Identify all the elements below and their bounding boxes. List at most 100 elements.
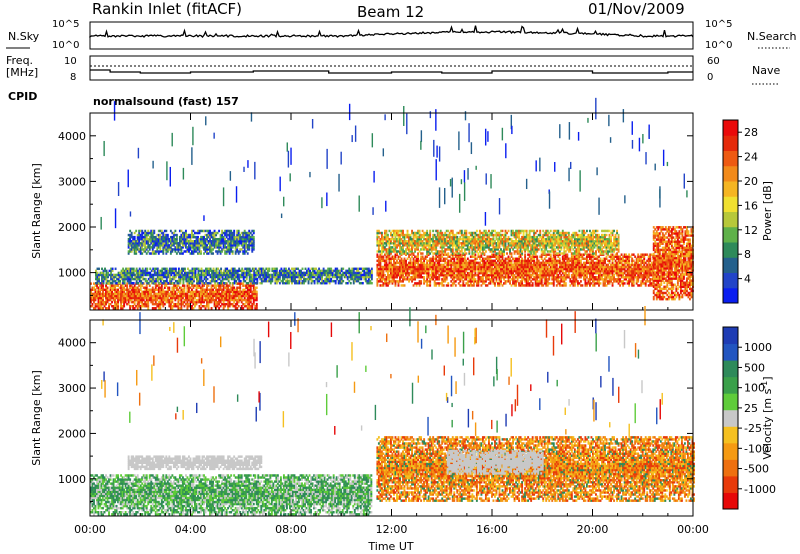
echo-cell — [370, 281, 373, 285]
echo-cell — [201, 244, 204, 247]
echo-cell — [173, 267, 176, 271]
echo-cell — [110, 271, 113, 275]
echo-cell — [369, 271, 372, 275]
echo-cell — [178, 296, 181, 300]
echo-cell — [235, 281, 238, 285]
echo-cell — [159, 271, 162, 275]
echo-cell — [324, 277, 327, 281]
echo-cell — [230, 294, 233, 298]
echo-cell — [209, 267, 212, 271]
echo-cell — [129, 284, 132, 287]
echo-cell — [223, 269, 226, 273]
echo-cell — [174, 273, 177, 277]
echo-cell — [248, 294, 251, 298]
echo-cell — [337, 271, 340, 275]
echo-cell — [109, 290, 112, 294]
echo-cell — [200, 279, 203, 283]
echo-cell — [367, 271, 370, 275]
echo-cell — [174, 294, 177, 298]
echo-cell — [154, 237, 157, 241]
echo-cell — [363, 275, 366, 279]
echo-cell — [248, 271, 251, 275]
echo-cell — [268, 267, 271, 271]
echo-cell — [139, 233, 142, 237]
echo-cell — [181, 231, 184, 235]
echo-cell — [180, 296, 183, 300]
echo-cell — [280, 271, 283, 275]
echo-cell — [242, 271, 245, 275]
echo-cell — [346, 277, 349, 281]
echo-cell — [117, 271, 120, 275]
echo-cell — [230, 275, 233, 279]
echo-cell — [245, 271, 248, 275]
echo-cell — [203, 304, 205, 308]
echo-cell — [370, 277, 373, 281]
echo-cell — [102, 290, 104, 294]
echo-cell — [229, 271, 232, 275]
echo-cell — [200, 271, 203, 275]
echo-cell — [127, 288, 130, 292]
echo-cell — [117, 302, 120, 306]
echo-cell — [137, 281, 140, 285]
echo-cell — [227, 296, 230, 300]
echo-cell — [109, 296, 112, 300]
echo-cell — [275, 271, 278, 275]
echo-cell — [357, 271, 360, 275]
echo-cell — [121, 296, 124, 300]
echo-cell — [114, 296, 117, 300]
echo-cell — [123, 271, 126, 275]
echo-cell — [151, 300, 154, 304]
echo-cell — [155, 273, 158, 277]
echo-cell — [168, 304, 171, 308]
echo-cell — [159, 307, 162, 310]
echo-cell — [180, 275, 183, 279]
echo-cell — [122, 275, 125, 279]
echo-cell — [360, 275, 363, 279]
echo-cell — [183, 237, 186, 241]
echo-cell — [240, 290, 243, 294]
echo-cell — [194, 248, 196, 251]
echo-cell — [181, 246, 184, 249]
echo-cell — [268, 269, 271, 273]
echo-cell — [144, 271, 147, 275]
echo-cell — [159, 302, 162, 306]
echo-cell — [325, 277, 328, 281]
echo-cell — [203, 288, 205, 292]
echo-cell — [184, 242, 187, 245]
echo-cell — [156, 279, 159, 283]
echo-cell — [144, 229, 147, 233]
echo-cell — [303, 275, 305, 279]
echo-cell — [159, 235, 162, 239]
echo-cell — [274, 275, 277, 279]
echo-cell — [127, 294, 130, 298]
echo-cell — [189, 244, 192, 247]
echo-cell — [309, 273, 311, 277]
echo-cell — [204, 229, 207, 233]
echo-cell — [307, 275, 310, 279]
echo-cell — [178, 252, 181, 255]
echo-cell — [212, 277, 215, 281]
echo-cell — [135, 240, 138, 243]
echo-cell — [121, 292, 124, 296]
echo-cell — [327, 273, 330, 277]
echo-cell — [179, 273, 182, 277]
echo-cell — [348, 269, 351, 273]
echo-cell — [138, 229, 141, 233]
echo-cell — [223, 281, 226, 285]
echo-cell — [129, 267, 132, 271]
echo-cell — [111, 269, 114, 273]
echo-cell — [198, 250, 201, 253]
echo-cell — [97, 304, 100, 308]
echo-cell — [361, 281, 364, 285]
echo-cell — [212, 288, 215, 292]
echo-cell — [187, 244, 190, 247]
echo-cell — [141, 275, 144, 279]
echo-cell — [346, 281, 349, 285]
echo-cell — [161, 267, 164, 271]
echo-cell — [147, 271, 150, 275]
echo-cell — [233, 300, 236, 304]
echo-cell — [297, 279, 299, 283]
echo-cell — [144, 296, 147, 300]
echo-cell — [206, 300, 208, 304]
echo-cell — [169, 235, 172, 239]
